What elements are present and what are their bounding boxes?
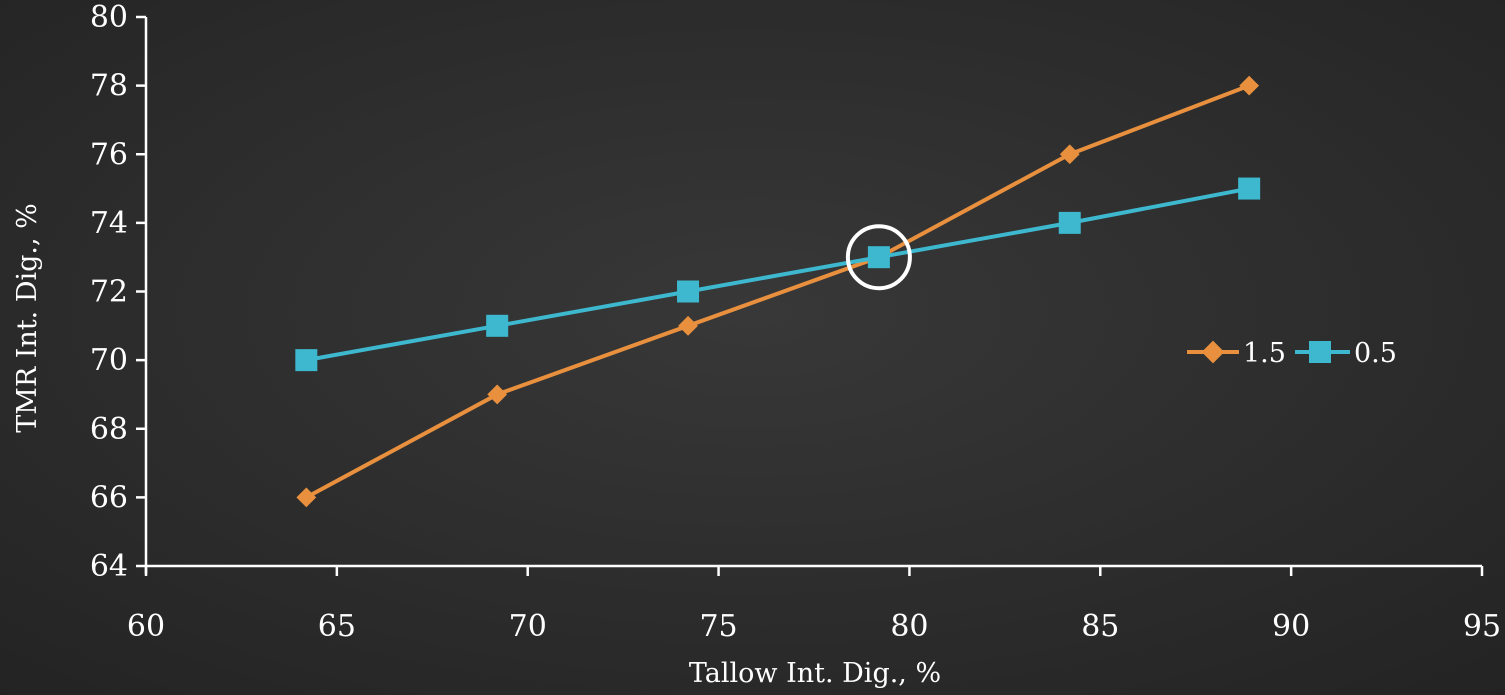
data-point-0-5 bbox=[486, 314, 509, 337]
x-tick-label: 65 bbox=[318, 609, 356, 644]
data-point-0-5 bbox=[867, 246, 890, 269]
legend-label-0-5: 0.5 bbox=[1354, 338, 1397, 369]
data-point-0-5 bbox=[1058, 211, 1081, 234]
data-point-1-5 bbox=[678, 315, 698, 336]
legend-label-1-5: 1.5 bbox=[1243, 338, 1286, 369]
y-axis-title: TMR Int. Dig., % bbox=[12, 203, 43, 433]
y-tick-label: 74 bbox=[90, 206, 128, 241]
y-tick-label: 76 bbox=[90, 137, 128, 172]
data-point-0-5 bbox=[295, 349, 318, 372]
y-tick-label: 78 bbox=[90, 69, 128, 104]
axes bbox=[144, 17, 1482, 574]
y-tick-label: 66 bbox=[90, 480, 128, 515]
y-tick-label: 68 bbox=[90, 412, 128, 447]
x-tick-label: 60 bbox=[127, 609, 165, 644]
series-line-1-5 bbox=[305, 83, 1250, 500]
intersection-highlight-circle bbox=[845, 224, 912, 291]
x-tick-label: 80 bbox=[890, 609, 928, 644]
x-tick-label: 85 bbox=[1081, 609, 1119, 644]
data-point-1-5 bbox=[1239, 75, 1260, 96]
data-point-0-5 bbox=[1238, 177, 1261, 200]
data-point-1-5 bbox=[487, 384, 508, 405]
x-tick-label: 70 bbox=[509, 609, 547, 644]
data-point-1-5 bbox=[296, 487, 317, 508]
x-tick-label: 90 bbox=[1272, 609, 1310, 644]
x-axis-title: Tallow Int. Dig., % bbox=[689, 658, 941, 689]
y-tick-label: 64 bbox=[90, 549, 128, 584]
y-tick-label: 80 bbox=[90, 0, 128, 35]
y-tick-label: 70 bbox=[90, 343, 128, 378]
data-point-0-5 bbox=[677, 280, 700, 303]
x-tick-label: 75 bbox=[699, 609, 737, 644]
series-line-0-5 bbox=[305, 186, 1250, 363]
x-tick-label: 95 bbox=[1463, 609, 1501, 644]
legend-marker-0-5 bbox=[1309, 341, 1331, 363]
x-axis-ticks: 60 65 70 75 80 85 90 95 bbox=[127, 566, 1501, 644]
legend: 1.5 0.5 bbox=[1187, 338, 1397, 369]
y-axis-ticks: 64 66 68 70 72 74 76 78 80 bbox=[90, 0, 146, 584]
series-layer bbox=[295, 75, 1261, 508]
legend-marker-1-5 bbox=[1201, 340, 1225, 364]
y-tick-label: 72 bbox=[90, 275, 128, 310]
annotation-layer bbox=[845, 224, 912, 291]
data-point-1-5 bbox=[1059, 144, 1080, 165]
